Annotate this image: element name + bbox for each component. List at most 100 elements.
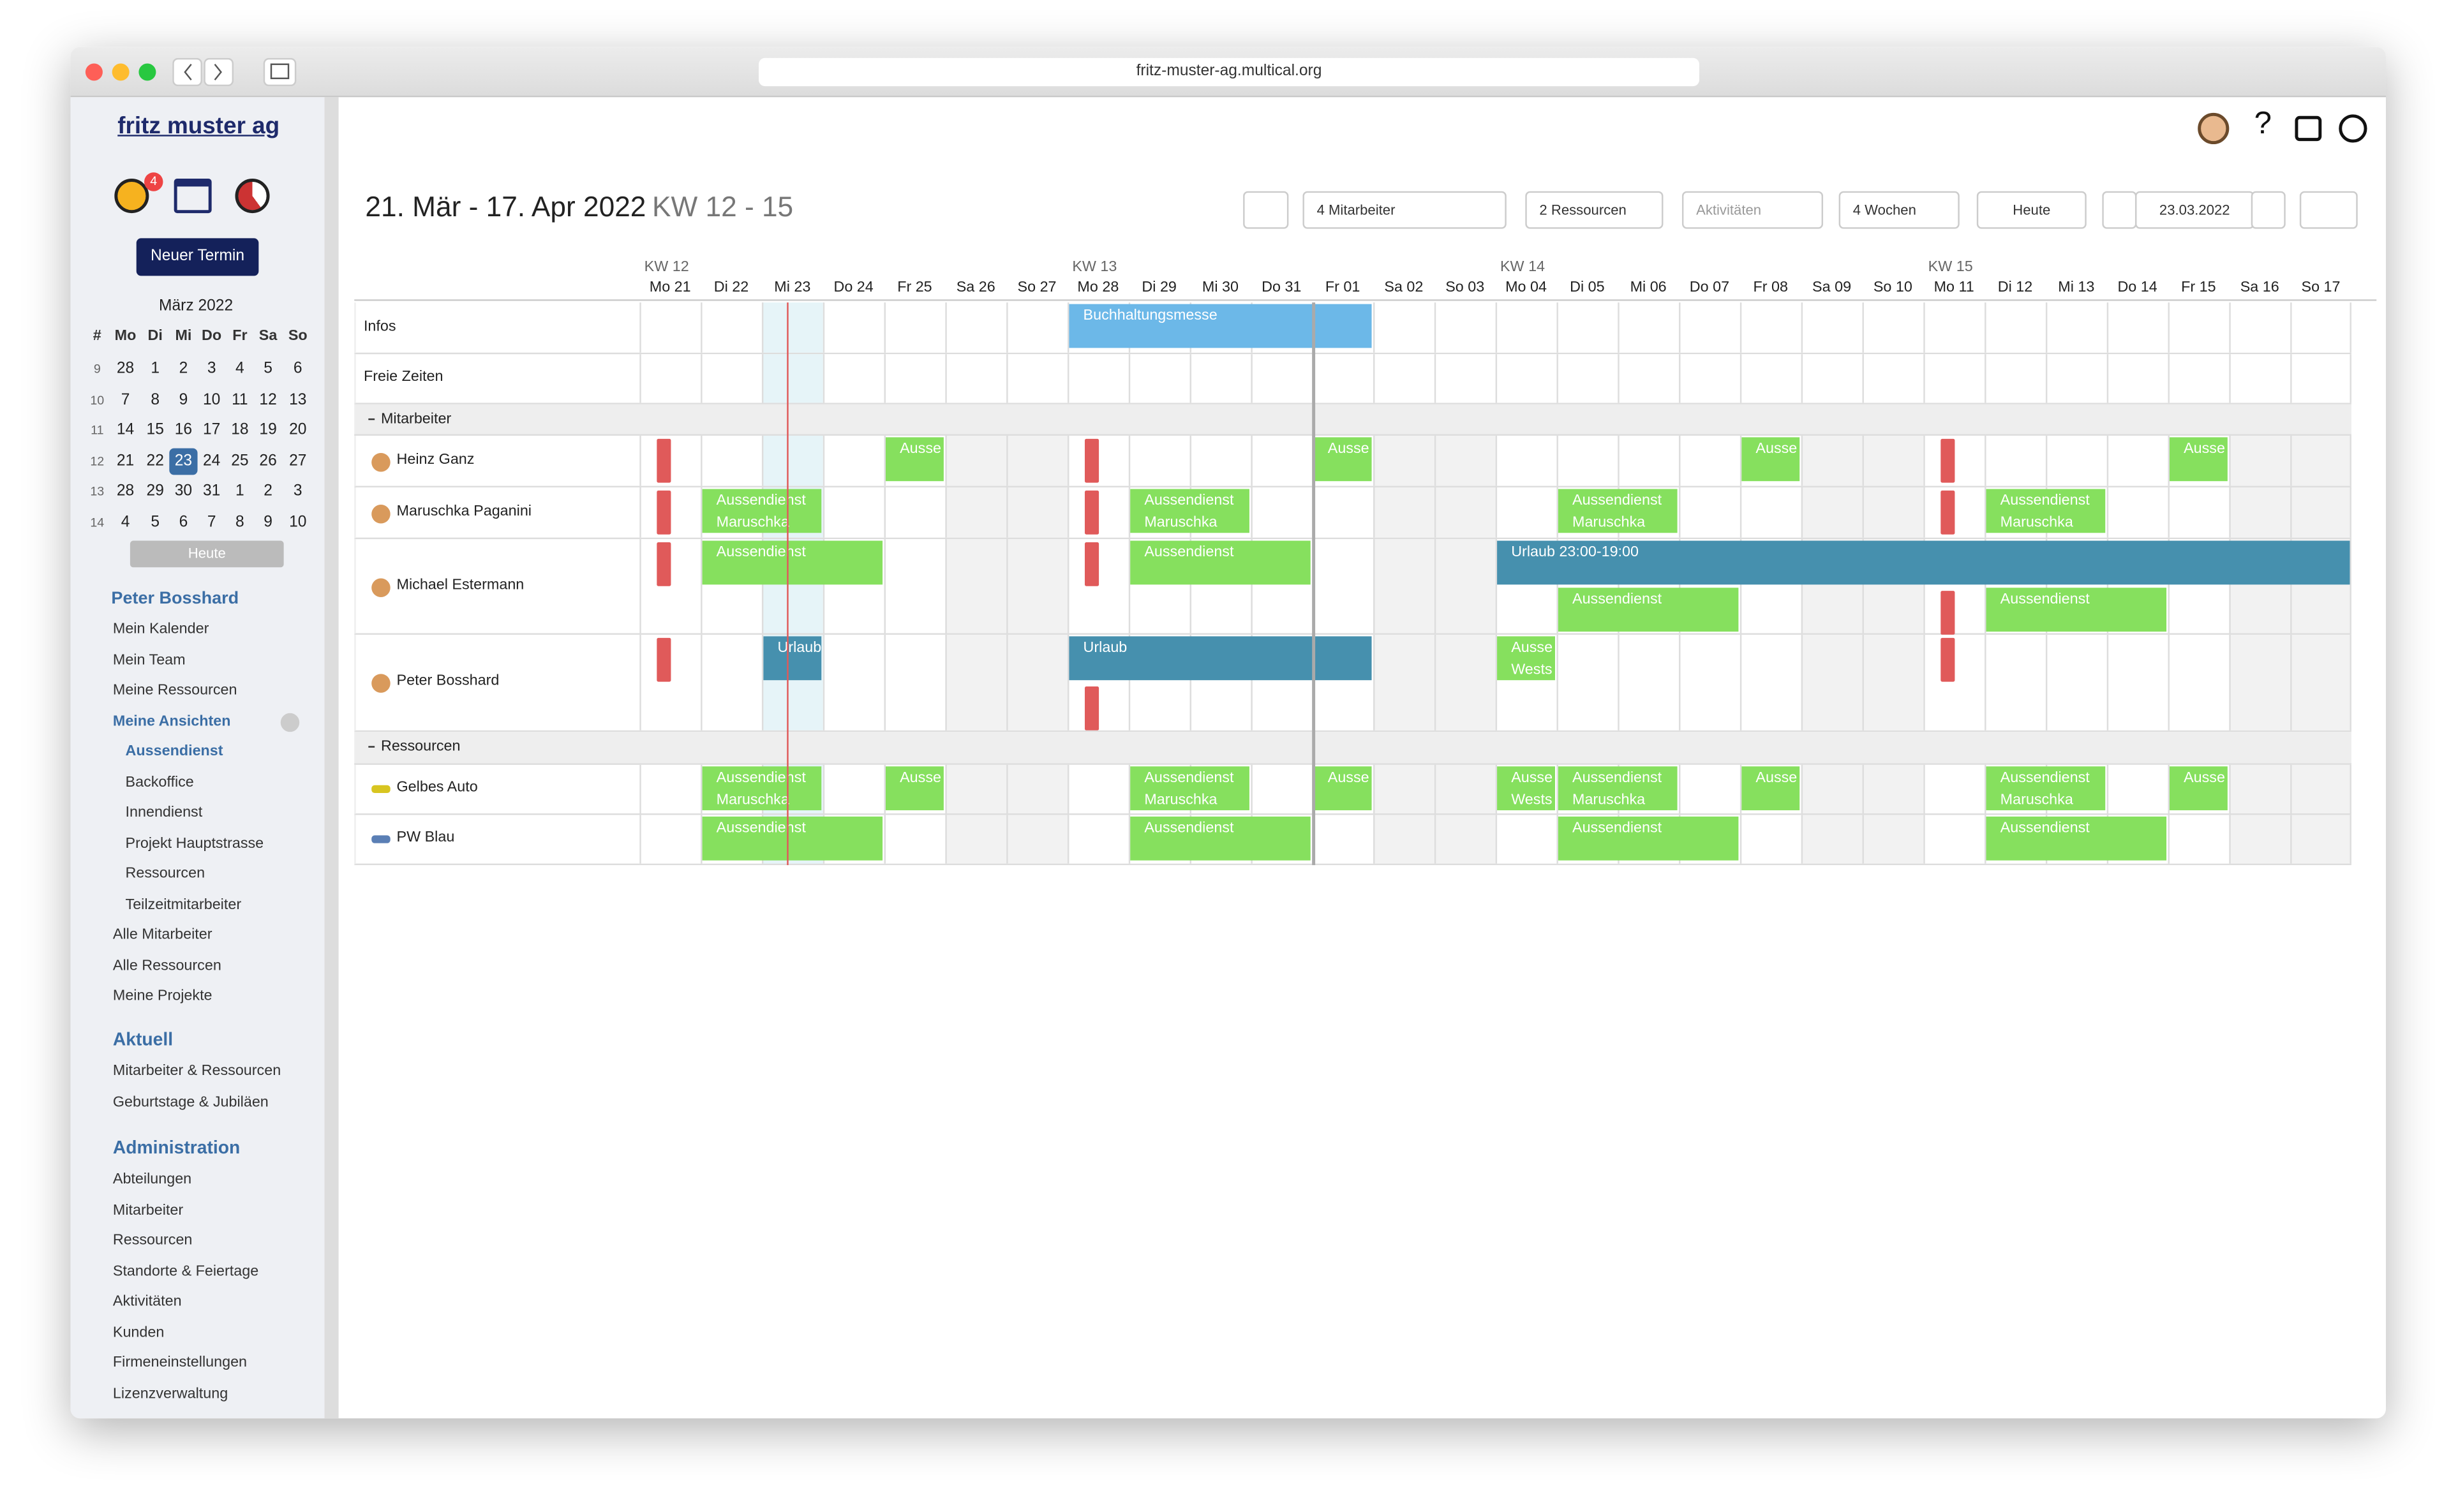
cell[interactable] xyxy=(2106,764,2168,813)
cell[interactable] xyxy=(761,354,823,403)
cell[interactable] xyxy=(1985,354,2046,403)
day-cell[interactable]: 10 xyxy=(289,513,307,531)
add-view[interactable] xyxy=(280,713,300,732)
cell[interactable] xyxy=(1434,435,1496,486)
cell[interactable] xyxy=(2106,634,2168,730)
cell[interactable] xyxy=(823,354,884,403)
day-cell[interactable]: 27 xyxy=(289,452,307,470)
cell[interactable] xyxy=(2168,634,2230,730)
absence-marker[interactable] xyxy=(1084,542,1099,586)
cell[interactable] xyxy=(823,487,884,538)
cell[interactable] xyxy=(2106,487,2168,538)
cell[interactable] xyxy=(761,435,823,486)
cell[interactable] xyxy=(1434,302,1496,353)
cell[interactable] xyxy=(1739,354,1801,403)
today-cell[interactable]: 23 xyxy=(169,447,198,475)
cell[interactable] xyxy=(1006,354,1068,403)
event[interactable]: Ausse xyxy=(1313,437,1372,482)
cell[interactable] xyxy=(1373,539,1434,634)
event[interactable]: Aussendienst xyxy=(702,816,883,861)
cell[interactable] xyxy=(1434,764,1496,813)
time-icon[interactable] xyxy=(235,179,270,214)
day-cell[interactable]: 22 xyxy=(146,452,164,470)
cell[interactable] xyxy=(1128,354,1190,403)
section-title[interactable]: Aktuell xyxy=(112,1031,174,1050)
cell[interactable] xyxy=(2106,302,2168,353)
cell[interactable] xyxy=(2229,354,2291,403)
event[interactable]: Ausse xyxy=(885,766,944,811)
help[interactable]: ? xyxy=(2254,107,2272,142)
nav-item[interactable]: Teilzeitmitarbeiter xyxy=(125,895,242,913)
day-cell[interactable]: 10 xyxy=(202,390,221,408)
cell[interactable] xyxy=(1801,487,1863,538)
cell[interactable] xyxy=(639,764,701,813)
nav-item[interactable]: Mitarbeiter xyxy=(112,1201,184,1219)
cell[interactable] xyxy=(2229,634,2291,730)
event[interactable]: Aussendienst Maruschka xyxy=(702,766,822,811)
day-cell[interactable]: 20 xyxy=(289,421,307,439)
nav-item[interactable]: Backoffice xyxy=(125,773,194,791)
event[interactable]: Ausse xyxy=(1313,766,1372,811)
day-cell[interactable]: 9 xyxy=(179,390,188,408)
event[interactable]: Aussendienst Maruschka xyxy=(1558,766,1678,811)
nav-item[interactable]: Aktivitäten xyxy=(112,1293,182,1310)
event[interactable]: Ausse xyxy=(2169,437,2228,482)
day-cell[interactable]: 26 xyxy=(259,452,277,470)
cell[interactable] xyxy=(2168,815,2230,864)
cell[interactable] xyxy=(1862,634,1924,730)
nav-item[interactable]: Alle Ressourcen xyxy=(112,956,221,974)
cell[interactable] xyxy=(945,815,1007,864)
cell[interactable] xyxy=(1923,354,1985,403)
event[interactable]: Aussendienst xyxy=(1130,540,1311,585)
toolbar-resources[interactable]: 2 Ressourcen xyxy=(1525,191,1664,229)
cell[interactable] xyxy=(2045,302,2107,353)
cell[interactable] xyxy=(1739,815,1801,864)
cell[interactable] xyxy=(945,487,1007,538)
cell[interactable] xyxy=(1128,435,1190,486)
cell[interactable] xyxy=(1373,435,1434,486)
event[interactable]: Aussendienst xyxy=(1558,816,1739,861)
day-cell[interactable]: 4 xyxy=(235,360,244,378)
cell[interactable] xyxy=(884,354,946,403)
cell[interactable] xyxy=(2290,302,2351,353)
absence-marker[interactable] xyxy=(657,637,671,682)
event[interactable]: Buchhaltungsmesse xyxy=(1069,304,1372,348)
day-cell[interactable]: 5 xyxy=(151,513,160,531)
cell[interactable] xyxy=(1067,354,1129,403)
cell[interactable] xyxy=(1862,435,1924,486)
day-cell[interactable]: 5 xyxy=(264,360,272,378)
day-cell[interactable]: 6 xyxy=(293,360,302,378)
cell[interactable] xyxy=(1251,435,1313,486)
day-cell[interactable]: 25 xyxy=(231,452,249,470)
cell[interactable] xyxy=(1312,539,1374,634)
cell[interactable] xyxy=(701,302,762,353)
event[interactable]: Aussendienst xyxy=(1558,588,1739,632)
nav-item[interactable]: Mein Team xyxy=(112,651,186,669)
nav-item[interactable]: Abteilungen xyxy=(112,1171,192,1189)
absence-marker[interactable] xyxy=(657,542,671,586)
cell[interactable] xyxy=(1862,764,1924,813)
cell[interactable] xyxy=(1985,435,2046,486)
cell[interactable] xyxy=(1801,764,1863,813)
nav-item[interactable]: Meine Ressourcen xyxy=(112,681,237,699)
day-cell[interactable]: 18 xyxy=(231,421,249,439)
absence-marker[interactable] xyxy=(1940,591,1955,635)
cell[interactable] xyxy=(1495,302,1557,353)
cell[interactable] xyxy=(1556,634,1618,730)
event[interactable]: Aussendienst Maruschka xyxy=(1130,489,1249,533)
absence-marker[interactable] xyxy=(1940,438,1955,483)
nav-item[interactable]: Innendienst xyxy=(125,804,203,822)
cell[interactable] xyxy=(2229,815,2291,864)
cell[interactable] xyxy=(1556,302,1618,353)
cell[interactable] xyxy=(1312,354,1374,403)
cell[interactable] xyxy=(1862,815,1924,864)
cell[interactable] xyxy=(1373,634,1434,730)
day-cell[interactable]: 30 xyxy=(174,482,193,500)
cell[interactable] xyxy=(1985,302,2046,353)
cell[interactable] xyxy=(1679,354,1740,403)
cell[interactable] xyxy=(1495,354,1557,403)
nav-item[interactable]: Meine Ansichten xyxy=(112,712,231,730)
cell[interactable] xyxy=(701,435,762,486)
cell[interactable] xyxy=(1862,487,1924,538)
day-cell[interactable]: 21 xyxy=(116,452,135,470)
